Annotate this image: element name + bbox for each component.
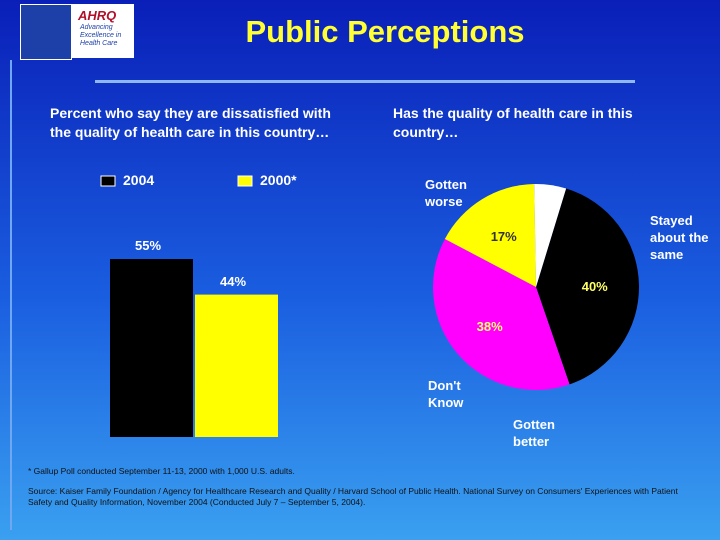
pie-slice (536, 188, 639, 385)
legend-label: 2000* (260, 172, 297, 188)
footnote: * Gallup Poll conducted September 11-13,… (28, 466, 295, 476)
bar (195, 294, 278, 437)
pie-slice (534, 184, 567, 287)
pie-title: Has the quality of health care in this c… (393, 105, 633, 140)
value-label: 40% (581, 278, 608, 294)
pie-slice (433, 238, 570, 391)
logo-name: AHRQ (78, 8, 117, 23)
logo-ahrq: AHRQ Advancing Excellence in Health Care (72, 4, 134, 58)
value-label: 38% (476, 318, 503, 334)
legend-label: 2004 (123, 172, 155, 188)
value-label: 44% (220, 273, 247, 289)
source: Source: Kaiser Family Foundation / Agenc… (28, 486, 678, 507)
category-label: Gotten better (513, 417, 555, 449)
bar-title: Percent who say they are dissatisfied wi… (50, 105, 331, 140)
logo-tagline: Advancing Excellence in Health Care (80, 24, 122, 47)
slide-title: Public Perceptions (245, 14, 525, 49)
category-label: Don't Know (428, 378, 464, 410)
category-label: Gotten worse (425, 177, 467, 209)
category-label: Stayed about the same (650, 213, 709, 262)
pie-slice (444, 184, 536, 287)
left-strip (10, 60, 12, 530)
bar (110, 259, 193, 437)
legend-swatch (100, 175, 116, 187)
value-label: 17% (490, 229, 517, 245)
divider (95, 80, 635, 83)
logo-hhs (20, 4, 72, 60)
value-label: 55% (135, 238, 162, 253)
legend-swatch (237, 175, 253, 187)
